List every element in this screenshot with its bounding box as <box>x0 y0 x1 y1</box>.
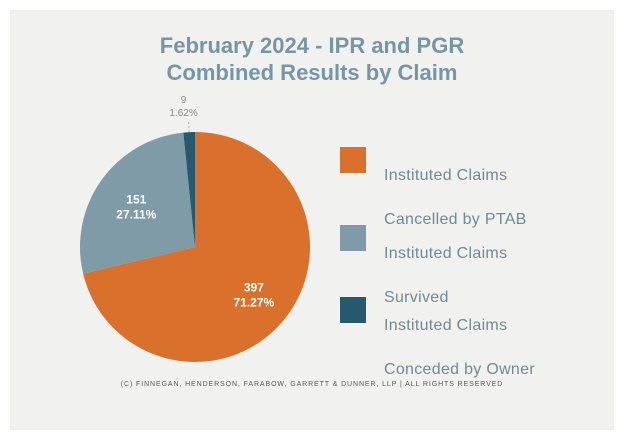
legend-item-cancelled: Instituted Claims Cancelled by PTAB <box>340 143 527 253</box>
legend-item-survived: Instituted Claims Survived <box>340 221 507 331</box>
legend-label-survived-line1: Instituted Claims <box>384 245 508 262</box>
data-label-conceded-percent: 1.62% <box>169 108 197 119</box>
copyright-footer: (C) FINNEGAN, HENDERSON, FARABOW, GARRET… <box>120 381 504 388</box>
legend-item-conceded: Instituted Claims Conceded by Owner <box>340 293 535 403</box>
legend-swatch-survived <box>340 225 366 251</box>
legend-label-survived-line2: Survived <box>384 289 449 306</box>
legend-label-cancelled-line2: Cancelled by PTAB <box>384 211 527 228</box>
chart-title-line1: February 2024 - IPR and PGR <box>159 33 465 58</box>
data-label-cancelled-percent: 71.27% <box>234 295 275 309</box>
chart-title-line2: Combined Results by Claim <box>166 60 458 85</box>
chart-card: February 2024 - IPR and PGR Combined Res… <box>10 10 614 430</box>
chart-title: February 2024 - IPR and PGR Combined Res… <box>10 32 614 86</box>
legend-label-conceded-line1: Instituted Claims <box>384 317 508 334</box>
data-label-cancelled-value: 397 <box>244 280 264 294</box>
data-label-survived-value: 151 <box>126 192 146 206</box>
legend-label-conceded-line2: Conceded by Owner <box>384 361 535 378</box>
data-label-conceded-value: 9 <box>181 95 187 106</box>
legend-swatch-conceded <box>340 297 366 323</box>
legend-label-cancelled-line1: Instituted Claims <box>384 167 508 184</box>
slice-conceded <box>183 132 195 247</box>
data-label-survived-percent: 27.11% <box>116 207 156 221</box>
slice-cancelled <box>83 132 310 363</box>
leader-line-conceded <box>188 120 190 133</box>
slice-survived <box>80 132 195 274</box>
legend-swatch-cancelled <box>340 147 366 173</box>
